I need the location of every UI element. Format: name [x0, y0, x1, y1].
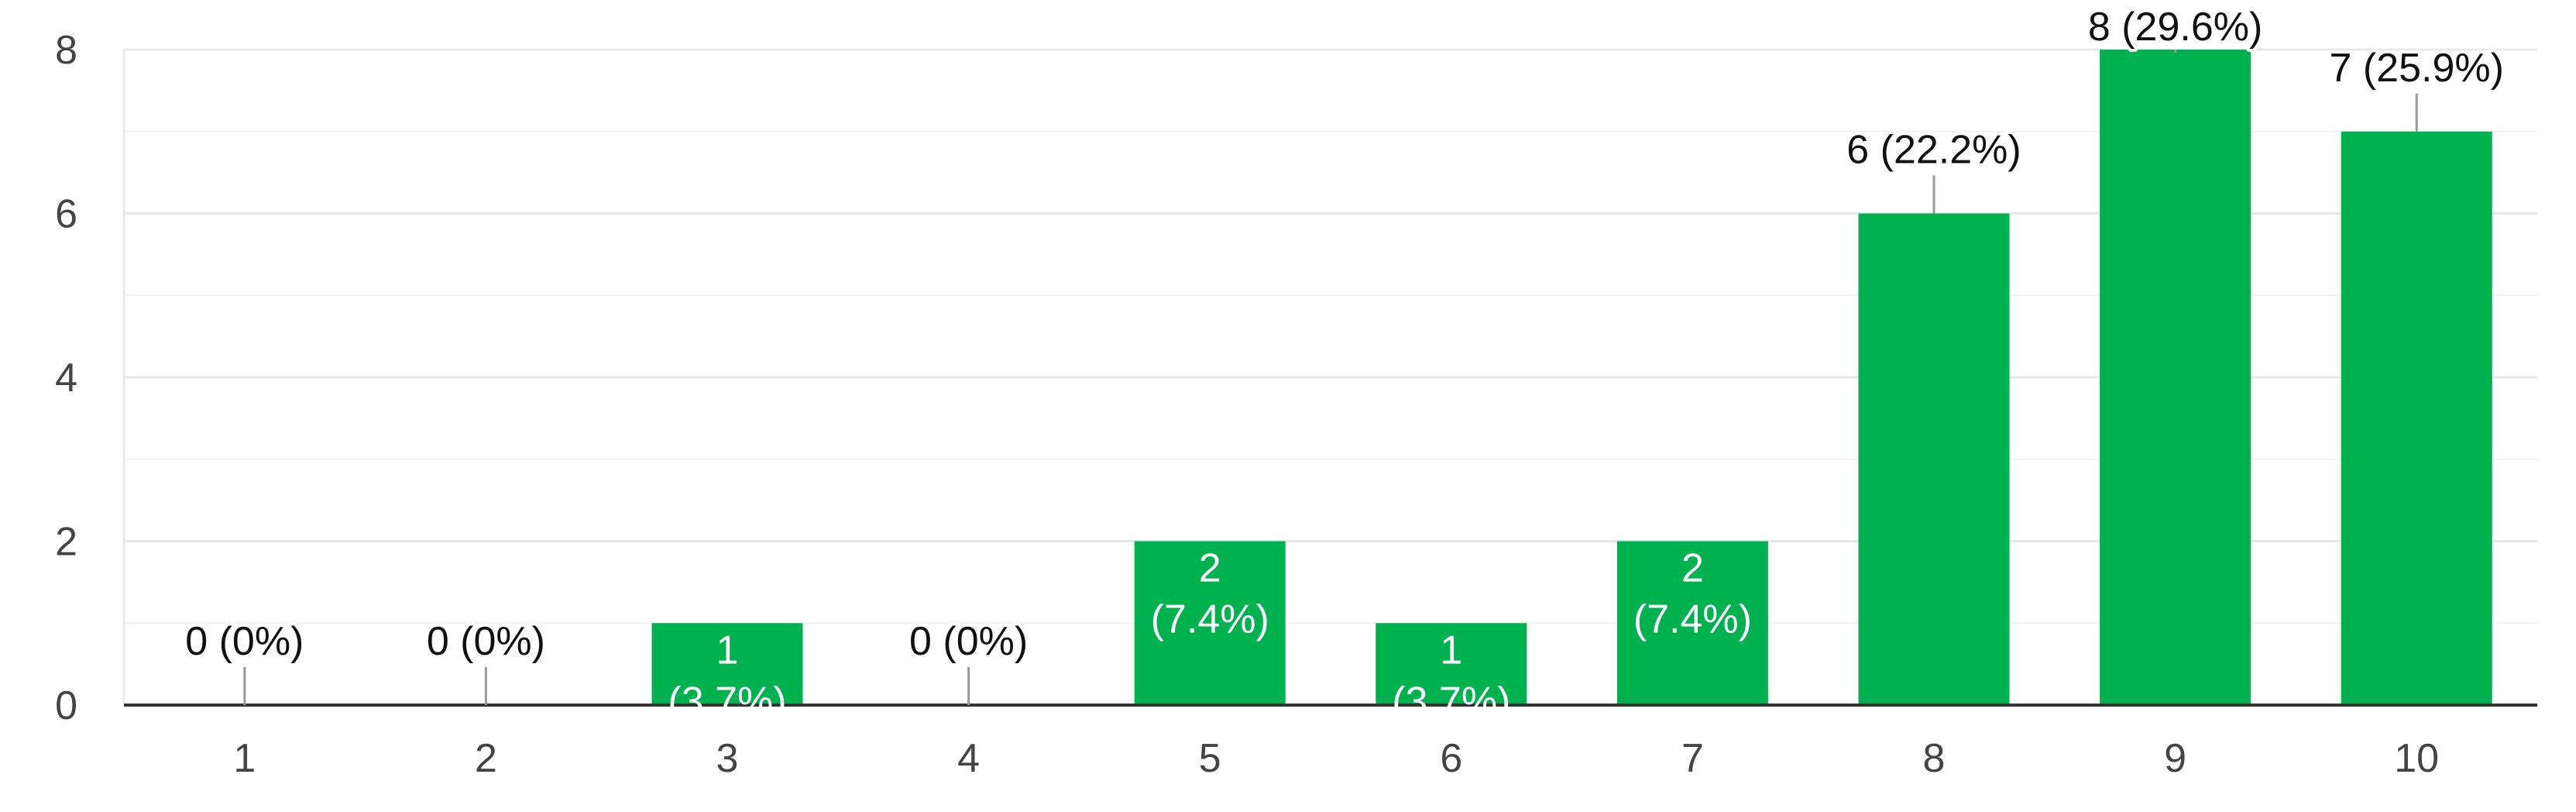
gridlines: [122, 48, 2537, 705]
y-tick-label: 4: [55, 356, 77, 401]
bars: [651, 50, 2492, 705]
y-tick-label: 8: [55, 28, 77, 73]
data-label: 8 (29.6%): [2088, 5, 2262, 50]
data-label-line2: (7.4%): [1633, 597, 1752, 642]
data-label: 1: [1440, 628, 1462, 673]
data-label: 2: [1199, 546, 1221, 591]
x-tick-label: 10: [2394, 736, 2439, 781]
data-label: 7 (25.9%): [2329, 46, 2503, 91]
bar: [651, 623, 803, 705]
data-label: 0 (0%): [909, 619, 1028, 664]
y-tick-label: 2: [55, 520, 77, 565]
data-label: 0 (0%): [185, 619, 304, 664]
data-labels: 0 (0%) 0 (0%) 1 (3.7%) 0 (0%) 2 (7.4%) 1 (3.7%) 2…: [182, 2, 2507, 724]
x-tick-label: 9: [2164, 736, 2186, 781]
data-label-line2: (3.7%): [1392, 679, 1510, 724]
bar: [2100, 50, 2251, 705]
x-tick-label: 4: [957, 736, 980, 781]
x-tick-label: 6: [1440, 736, 1462, 781]
x-tick-label: 8: [1923, 736, 1946, 781]
data-label: 0 (0%): [427, 619, 545, 664]
axes: 0 2 4 6 8 1 2 3 4 5 6 7 8 9 10: [55, 28, 2537, 781]
data-label: 6 (22.2%): [1846, 128, 2021, 173]
data-label: 2: [1681, 546, 1704, 591]
bar: [2341, 131, 2492, 705]
y-tick-label: 6: [55, 192, 77, 237]
x-tick-label: 3: [716, 736, 739, 781]
y-tick-label: 0: [55, 683, 77, 728]
data-label: 1: [716, 628, 739, 673]
x-tick-label: 1: [233, 736, 256, 781]
bar: [1616, 541, 1768, 705]
bar: [1134, 541, 1286, 705]
bar: [1376, 623, 1527, 705]
bar: [1858, 213, 2010, 705]
data-label-line2: (7.4%): [1151, 597, 1269, 642]
x-tick-label: 2: [475, 736, 497, 781]
data-label-line2: (3.7%): [668, 679, 786, 724]
x-tick-label: 5: [1199, 736, 1221, 781]
x-tick-label: 7: [1681, 736, 1704, 781]
